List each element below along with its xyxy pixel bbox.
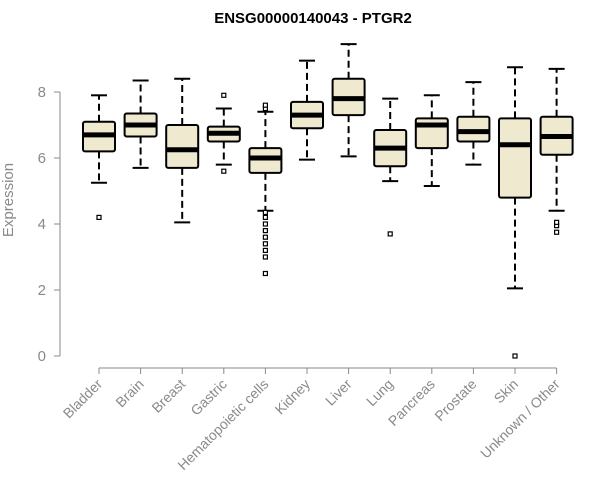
- box-gastric: [206, 92, 241, 174]
- outlier-point: [262, 270, 268, 277]
- outlier-point: [262, 228, 268, 234]
- iqr-box: [165, 124, 200, 169]
- box-group: [82, 43, 574, 359]
- y-axis-title: Expression: [0, 163, 17, 237]
- x-category-label: Breast: [148, 376, 188, 416]
- box-pancreas: [414, 94, 449, 188]
- x-category-label: Unknown / Other: [477, 376, 563, 462]
- x-category-label: Bladder: [60, 376, 106, 422]
- outlier-point: [262, 241, 268, 247]
- outlier-point: [262, 209, 268, 216]
- outlier-point: [262, 234, 268, 240]
- y-tick-label: 6: [38, 150, 46, 167]
- box-liver: [331, 43, 366, 158]
- y-tick-label: 8: [38, 84, 46, 101]
- outlier-point: [553, 229, 560, 235]
- y-tick-label: 4: [38, 216, 46, 233]
- x-category-label: Lung: [363, 376, 396, 409]
- outlier-point: [512, 353, 518, 359]
- y-tick-label: 2: [38, 282, 46, 299]
- x-category-label: Liver: [322, 376, 355, 409]
- box-unknown-other: [539, 67, 574, 235]
- outlier-point: [262, 254, 268, 260]
- outlier-point: [262, 221, 268, 227]
- outlier-point: [387, 231, 393, 237]
- x-category-label: Kidney: [272, 376, 314, 418]
- iqr-box: [498, 117, 532, 199]
- outlier-point: [553, 219, 560, 225]
- box-skin: [498, 66, 532, 359]
- outlier-point: [262, 214, 268, 220]
- box-bladder: [82, 94, 116, 220]
- y-tick-label: 0: [38, 348, 46, 365]
- box-hematopoietic-cells: [248, 102, 283, 277]
- y-axis: 0 2 4 6 8: [38, 84, 61, 365]
- box-prostate: [456, 81, 491, 166]
- outlier-point: [96, 214, 102, 220]
- outlier-point: [262, 102, 268, 108]
- outlier-point: [221, 168, 227, 174]
- outlier-point: [262, 247, 268, 253]
- box-lung: [373, 97, 408, 237]
- box-brain: [123, 79, 158, 169]
- box-breast: [165, 77, 200, 224]
- x-category-label: Prostate: [431, 376, 479, 424]
- box-kidney: [290, 59, 324, 161]
- x-category-label: Brain: [112, 376, 146, 410]
- chart-title: ENSG00000140043 - PTGR2: [214, 10, 412, 27]
- outlier-point: [221, 92, 227, 98]
- x-category-label: Skin: [491, 376, 522, 407]
